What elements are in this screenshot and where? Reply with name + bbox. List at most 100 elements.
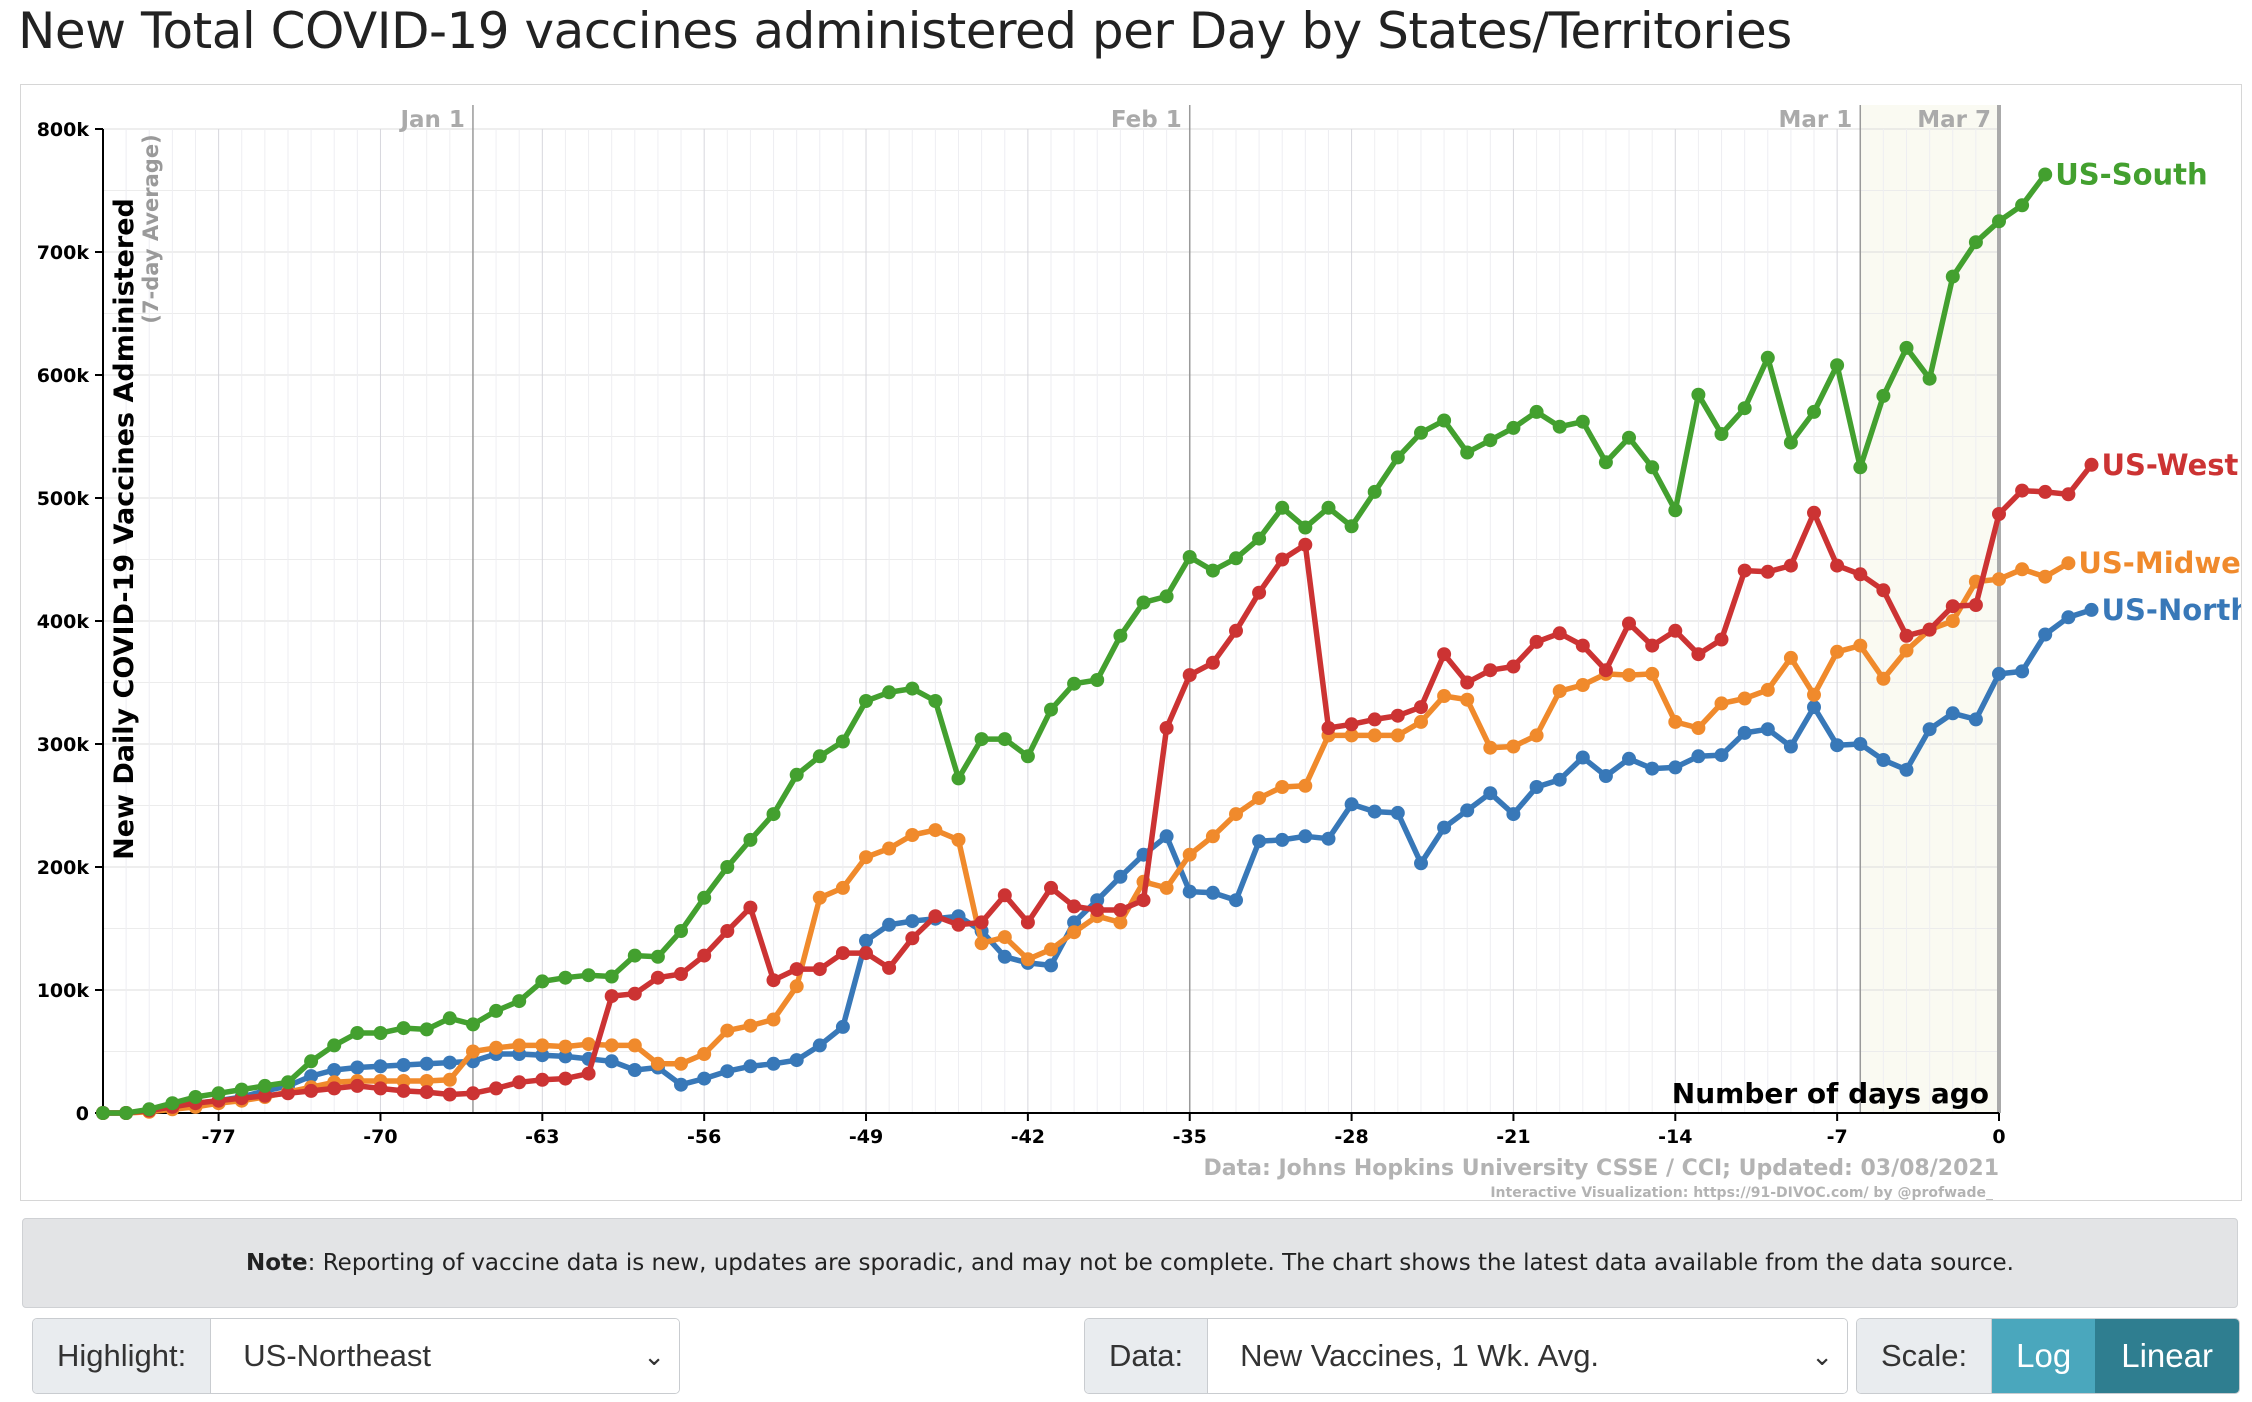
data-point-us-northeast <box>1645 761 1660 776</box>
data-point-us-south <box>142 1102 157 1117</box>
data-source-label: Data: Johns Hopkins University CSSE / CC… <box>1204 1156 1999 1181</box>
data-point-us-northeast <box>766 1056 781 1071</box>
data-point-us-south <box>1344 519 1359 534</box>
data-point-us-midwest <box>720 1023 735 1038</box>
data-point-us-midwest <box>2061 556 2076 571</box>
data-point-us-south <box>188 1090 203 1104</box>
data-point-us-west <box>2061 487 2076 502</box>
data-point-us-west <box>1437 647 1452 662</box>
data-point-us-west <box>535 1072 550 1087</box>
data-point-us-south <box>1506 420 1521 435</box>
data-point-us-south <box>535 974 550 989</box>
data-point-us-south <box>1460 445 1475 460</box>
data-point-us-northeast <box>812 1038 827 1053</box>
data-point-us-west <box>1668 623 1683 638</box>
data-point-us-northeast <box>1090 893 1105 908</box>
data-point-us-northeast <box>1437 820 1452 835</box>
data-point-us-northeast <box>1044 958 1058 973</box>
data-point-us-northeast <box>627 1063 642 1077</box>
data-point-us-northeast <box>1414 856 1428 871</box>
data-point-us-south <box>743 832 758 847</box>
data-point-us-midwest <box>1460 692 1475 707</box>
chevron-down-icon: ⌄ <box>643 1340 665 1371</box>
data-point-us-west <box>1229 623 1243 638</box>
data-point-us-northeast <box>350 1060 365 1075</box>
data-point-us-west <box>650 970 665 985</box>
data-point-us-south <box>234 1082 249 1097</box>
data-point-us-west <box>1783 558 1798 573</box>
data-point-us-northeast <box>1529 780 1544 794</box>
data-point-us-west <box>1113 903 1128 917</box>
data-point-us-northeast <box>1807 700 1821 715</box>
data-point-us-midwest <box>743 1018 758 1033</box>
data-point-us-south <box>1136 595 1151 610</box>
data-point-us-northeast <box>1205 885 1220 900</box>
data-point-us-midwest <box>1760 682 1775 697</box>
data-point-us-south <box>1853 460 1868 475</box>
scale-linear-button[interactable]: Linear <box>2095 1319 2239 1393</box>
data-point-us-west <box>905 931 920 946</box>
data-point-us-northeast <box>327 1063 342 1077</box>
data-point-us-west <box>466 1086 480 1101</box>
data-point-us-midwest <box>1899 643 1914 658</box>
data-point-us-south <box>1552 419 1567 434</box>
data-point-us-west <box>1598 663 1613 678</box>
data-point-us-northeast <box>558 1049 573 1064</box>
x-tick-label: -56 <box>687 1126 721 1148</box>
data-point-us-south <box>466 1017 480 1032</box>
data-point-us-south <box>1205 563 1220 578</box>
data-point-us-south <box>997 732 1012 747</box>
data-point-us-west <box>627 986 642 1001</box>
data-point-us-northeast <box>1760 722 1775 737</box>
data-point-us-west <box>2084 457 2099 472</box>
data-point-us-west <box>951 917 966 932</box>
data-point-us-south <box>627 948 642 963</box>
data-point-us-midwest <box>604 1038 619 1053</box>
y-tick-label: 0 <box>76 1103 89 1125</box>
data-point-us-south <box>281 1075 295 1090</box>
data-point-us-northeast <box>1506 807 1521 822</box>
data-point-us-south <box>789 767 804 782</box>
highlight-value: US-Northeast <box>243 1338 432 1373</box>
data-point-us-south <box>766 807 781 822</box>
data-point-us-midwest <box>396 1074 411 1088</box>
data-select[interactable]: New Vaccines, 1 Wk. Avg. ⌄ <box>1208 1319 1847 1393</box>
scale-log-button[interactable]: Log <box>1992 1319 2096 1393</box>
data-point-us-west <box>1205 655 1220 670</box>
data-point-us-south <box>96 1106 110 1120</box>
data-point-us-northeast <box>2038 627 2053 642</box>
data-point-us-west <box>2038 484 2053 499</box>
data-point-us-west <box>859 946 873 961</box>
credit-label: Interactive Visualization: https://91-DI… <box>1490 1185 1993 1200</box>
data-point-us-northeast <box>1113 869 1128 884</box>
page-title: New Total COVID-19 vaccines administered… <box>18 2 1792 60</box>
data-point-us-south <box>1113 628 1128 643</box>
series-label-us-northeast: US-Northeast <box>2101 593 2241 627</box>
data-point-us-west <box>1807 505 1821 520</box>
data-point-us-northeast <box>1714 748 1729 763</box>
data-point-us-west <box>1830 558 1845 573</box>
data-point-us-south <box>581 968 596 983</box>
data-point-us-northeast <box>419 1056 434 1071</box>
data-point-us-midwest <box>1344 728 1359 743</box>
data-point-us-midwest <box>1945 614 1960 628</box>
data-point-us-midwest <box>1182 847 1197 862</box>
highlight-select[interactable]: US-Northeast ⌄ <box>211 1319 679 1393</box>
data-point-us-west <box>2015 483 2030 498</box>
data-point-us-south <box>1275 500 1290 515</box>
data-point-us-northeast <box>1992 666 2006 681</box>
data-point-us-west <box>304 1083 319 1098</box>
data-point-us-northeast <box>1229 893 1243 908</box>
data-point-us-west <box>512 1075 527 1090</box>
data-point-us-northeast <box>535 1048 550 1063</box>
data-point-us-south <box>119 1106 134 1120</box>
data-point-us-south <box>720 860 735 874</box>
data-point-us-west <box>1899 628 1914 643</box>
data-point-us-south <box>1020 749 1035 764</box>
scale-control: Scale: Log Linear <box>1856 1318 2240 1394</box>
data-point-us-south <box>1945 269 1960 284</box>
data-point-us-midwest <box>1552 684 1567 699</box>
x-tick-label: -21 <box>1496 1126 1530 1148</box>
data-point-us-south <box>859 694 873 708</box>
data-point-us-midwest <box>1830 644 1845 659</box>
